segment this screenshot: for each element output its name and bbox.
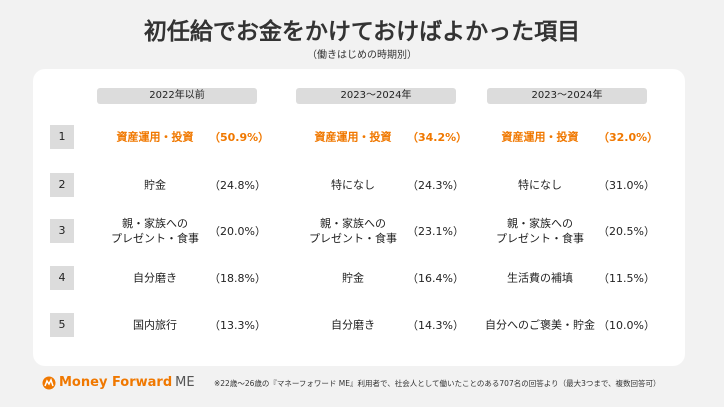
column-header: 2022年以前 bbox=[97, 88, 257, 104]
item-percentage: （23.1%） bbox=[407, 225, 464, 238]
rank-badge: 5 bbox=[50, 313, 74, 337]
item-label: 国内旅行 bbox=[133, 318, 177, 332]
footnote: ※22歳〜26歳の『マネーフォワード ME』利用者で、社会人として働いたことのあ… bbox=[214, 379, 661, 388]
item-label: 親・家族への プレゼント・食事 bbox=[309, 217, 397, 245]
item-label: 貯金 bbox=[342, 271, 364, 285]
item-percentage: （11.5%） bbox=[598, 272, 655, 285]
item-percentage: （32.0%） bbox=[598, 131, 659, 144]
item-label: 自分磨き bbox=[331, 318, 375, 332]
logo-suffix: ME bbox=[175, 375, 195, 390]
item-label: 資産運用・投資 bbox=[314, 130, 392, 144]
item-percentage: （50.9%） bbox=[209, 131, 270, 144]
item-label: 生活費の補填 bbox=[507, 271, 573, 285]
item-label: 自分へのご褒美・貯金 bbox=[485, 318, 595, 332]
item-label: 資産運用・投資 bbox=[116, 130, 194, 144]
page-title: 初任給でお金をかけておけばよかった項目 bbox=[143, 19, 581, 45]
item-label: 特になし bbox=[331, 178, 375, 192]
item-percentage: （14.3%） bbox=[407, 319, 464, 332]
item-percentage: （31.0%） bbox=[598, 179, 655, 192]
item-label: 親・家族への プレゼント・食事 bbox=[111, 217, 199, 245]
rank-badge: 1 bbox=[50, 125, 74, 149]
item-percentage: （24.3%） bbox=[407, 179, 464, 192]
money-forward-logo-icon bbox=[42, 376, 56, 389]
item-percentage: （20.5%） bbox=[598, 225, 655, 238]
ranking-card: 2022年以前資産運用・投資 （50.9%） 貯金 （24.8%） 親・家族への プレゼ… bbox=[33, 69, 685, 366]
item-percentage: （34.2%） bbox=[407, 131, 468, 144]
rank-badge: 3 bbox=[50, 219, 74, 243]
item-percentage: （18.8%） bbox=[209, 272, 266, 285]
item-percentage: （13.3%） bbox=[209, 319, 266, 332]
item-label: 親・家族への プレゼント・食事 bbox=[496, 217, 584, 245]
rank-badge: 4 bbox=[50, 266, 74, 290]
item-percentage: （10.0%） bbox=[598, 319, 655, 332]
money-forward-logo: Money Forward ME bbox=[42, 375, 195, 390]
item-label: 自分磨き bbox=[133, 271, 177, 285]
column-header: 2023〜2024年 bbox=[487, 88, 647, 104]
item-percentage: （20.0%） bbox=[209, 225, 266, 238]
rank-badge: 2 bbox=[50, 173, 74, 197]
item-percentage: （16.4%） bbox=[407, 272, 464, 285]
logo-text: Money Forward bbox=[59, 375, 173, 390]
item-label: 資産運用・投資 bbox=[501, 130, 579, 144]
column-header: 2023〜2024年 bbox=[296, 88, 456, 104]
item-label: 特になし bbox=[518, 178, 562, 192]
item-percentage: （24.8%） bbox=[209, 179, 266, 192]
item-label: 貯金 bbox=[144, 178, 166, 192]
page-subtitle: （働きはじめの時期別） bbox=[307, 50, 417, 61]
